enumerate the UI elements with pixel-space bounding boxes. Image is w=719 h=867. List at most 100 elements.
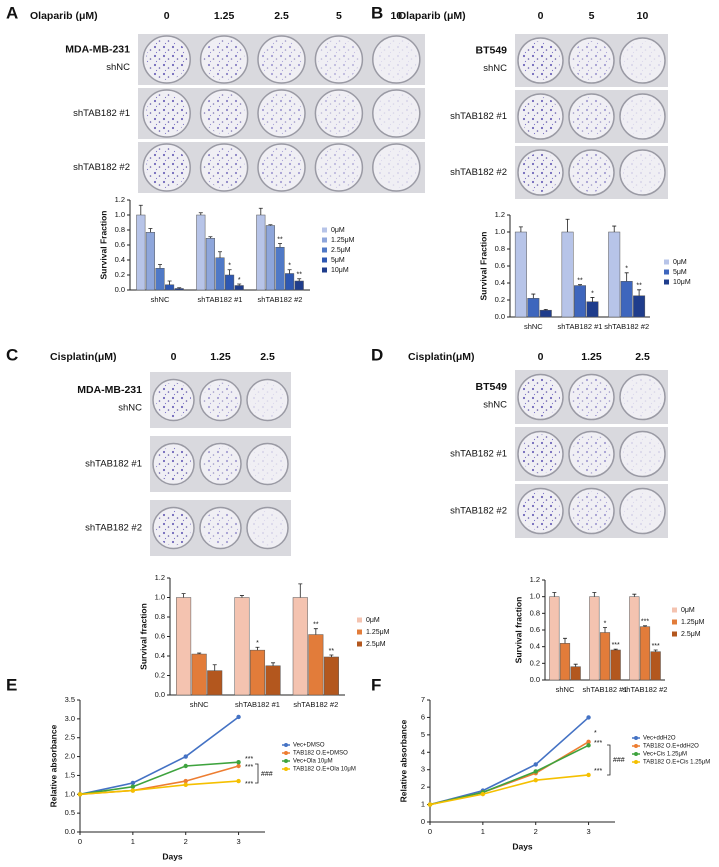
data-point	[77, 792, 83, 797]
y-tick-label: 0	[421, 817, 425, 826]
bar	[234, 285, 244, 291]
colonies	[318, 39, 360, 80]
legend-swatch	[322, 237, 327, 243]
colonies	[318, 93, 360, 134]
series-line	[79, 761, 239, 796]
bar	[191, 653, 207, 696]
bar	[610, 649, 621, 681]
bar	[207, 670, 223, 696]
y-axis-label: Survival Fraction	[98, 211, 108, 280]
legend-label: 1.25μM	[331, 237, 355, 244]
bracket	[607, 744, 611, 776]
error-bar	[255, 646, 260, 651]
significance: **	[329, 648, 335, 655]
data-point	[586, 772, 591, 778]
y-tick-label: 1.0	[530, 592, 540, 601]
colonies	[250, 382, 285, 418]
x-tick-label: shNC	[524, 322, 543, 331]
significance: *	[238, 277, 241, 284]
error-bar	[158, 264, 162, 269]
colonies	[203, 446, 238, 482]
bar	[265, 665, 281, 696]
legend-marker	[634, 736, 638, 740]
error-bar	[278, 243, 282, 248]
drug-label: Cisplatin(μM)	[50, 351, 117, 363]
y-tick-label: 0.6	[530, 625, 540, 634]
bar	[155, 268, 165, 291]
cell-line-label: BT549	[475, 381, 507, 393]
colonies	[572, 434, 611, 474]
row-label: shTAB182 #2	[450, 167, 507, 178]
significance: **	[577, 278, 583, 285]
significance: *	[256, 640, 259, 647]
colonies	[156, 446, 191, 482]
colonies	[623, 153, 662, 192]
error-bar	[138, 204, 143, 215]
data-point	[183, 754, 188, 759]
x-tick-label: 2	[184, 837, 188, 846]
colonies	[156, 382, 191, 418]
concentration-label: 10	[390, 10, 402, 22]
colonies	[203, 510, 238, 546]
y-axis-label: Relative absorbance	[398, 719, 408, 802]
colonies	[521, 153, 560, 192]
error-bar	[624, 272, 629, 282]
error-bar	[578, 284, 582, 286]
series-line	[79, 780, 239, 796]
x-tick-label: 0	[78, 837, 82, 846]
row-label: shTAB182 #1	[85, 459, 142, 470]
bar	[650, 651, 661, 681]
y-tick-label: 1.0	[65, 789, 75, 798]
series-line	[429, 774, 589, 806]
x-tick-label: 3	[236, 837, 240, 846]
concentration-label: 10	[637, 10, 649, 22]
y-tick-label: 0.2	[530, 658, 540, 667]
annotation: *	[594, 730, 597, 737]
legend-swatch	[664, 279, 669, 285]
colonies	[146, 39, 188, 80]
x-tick-label: shTAB182 #1	[558, 322, 603, 331]
y-tick-label: 1.2	[495, 210, 505, 219]
annotation: ***	[245, 764, 253, 771]
x-tick-label: shTAB182 #1	[198, 295, 243, 304]
bar	[589, 596, 600, 681]
data-point	[236, 714, 241, 720]
y-tick-label: 0.2	[155, 670, 165, 679]
colonies	[521, 491, 560, 531]
data-point	[480, 791, 486, 797]
colonies	[250, 446, 285, 482]
y-tick-label: 0.5	[65, 808, 75, 817]
drug-label: Olaparib (μM)	[398, 10, 466, 22]
panel-letter: F	[371, 675, 381, 694]
bar	[165, 284, 175, 291]
legend-marker	[634, 752, 638, 756]
significance: ***	[641, 619, 649, 626]
series-line	[429, 744, 589, 806]
colonies	[521, 97, 560, 136]
data-point	[586, 715, 591, 720]
concentration-label: 2.5	[274, 10, 289, 22]
legend-marker	[634, 744, 638, 748]
bar	[561, 231, 574, 318]
error-bar	[643, 625, 647, 627]
y-tick-label: 3.0	[65, 714, 75, 723]
significance: ***	[612, 642, 620, 649]
x-tick-label: 2	[534, 827, 538, 836]
legend-label: 5μM	[673, 269, 687, 276]
error-bar	[237, 283, 242, 286]
y-tick-label: 3.5	[65, 695, 75, 704]
legend-swatch	[672, 631, 677, 637]
colonies	[521, 377, 560, 417]
error-bar	[181, 593, 186, 598]
bar	[294, 280, 304, 291]
concentration-label: 1.25	[581, 351, 602, 363]
error-bar	[198, 212, 203, 215]
legend-marker	[284, 759, 288, 763]
bar	[527, 298, 540, 318]
legend-label: 0μM	[681, 607, 695, 614]
legend-marker	[284, 751, 288, 755]
error-bar	[268, 224, 273, 226]
annotation: ***	[245, 756, 253, 763]
error-bar	[632, 593, 637, 597]
legend-marker	[634, 760, 638, 764]
